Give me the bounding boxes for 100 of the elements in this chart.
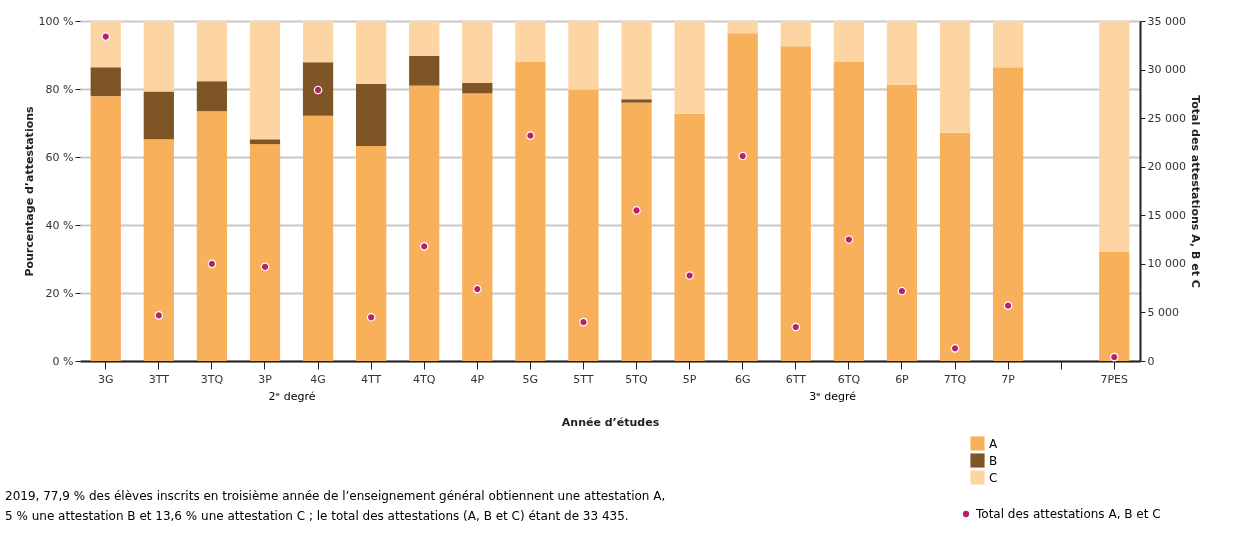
bar	[356, 146, 387, 361]
point	[526, 131, 535, 140]
bar	[356, 83, 387, 147]
legend-label: C	[989, 470, 998, 485]
x-tick-label: 5P	[682, 372, 697, 386]
point	[791, 322, 801, 332]
bar	[621, 99, 652, 103]
bar	[886, 21, 918, 85]
x-tick-label: 7PES	[1100, 372, 1129, 386]
bar	[621, 21, 652, 100]
bar	[409, 85, 440, 361]
x-tick-label: 5G	[522, 372, 539, 386]
point	[844, 235, 854, 244]
x-tick-label: 4G	[310, 372, 326, 386]
point	[366, 312, 376, 322]
bar	[90, 96, 121, 361]
bar	[302, 21, 334, 63]
bar	[939, 21, 971, 133]
x-tick-label: 3G	[97, 372, 114, 386]
bar	[992, 21, 1024, 68]
y2-tick-label: 0	[1147, 354, 1155, 368]
bar	[568, 21, 599, 90]
bar	[833, 61, 864, 361]
bar	[1099, 21, 1130, 252]
x-tick-label: 4P	[470, 372, 485, 386]
x-tick-label: 3P	[258, 372, 273, 386]
bar	[886, 84, 918, 361]
text: 2ᵉ degré	[268, 390, 316, 403]
x-tick-label: 3TQ	[200, 372, 224, 386]
x-tick-label: 3TT	[148, 372, 170, 386]
point	[685, 271, 694, 280]
bar	[780, 21, 811, 47]
y2-tick-label: 15 000	[1147, 208, 1186, 222]
bar	[356, 21, 387, 84]
bar	[90, 67, 121, 97]
legend-label: A	[989, 436, 998, 451]
bar	[621, 102, 652, 361]
bar	[462, 21, 493, 83]
bar	[568, 89, 599, 361]
x-tick-label: 6P	[895, 372, 910, 386]
bar	[143, 139, 174, 361]
point	[632, 206, 641, 215]
point	[313, 85, 323, 95]
bar	[302, 62, 334, 116]
bar	[674, 21, 705, 114]
x-tick-label: 4TQ	[413, 372, 436, 386]
x-axis-title: Année d’études	[561, 415, 660, 429]
y2-tick-label: 30 000	[1147, 63, 1186, 77]
x-tick-label: 5TQ	[625, 372, 649, 386]
point	[154, 311, 164, 320]
x-tick-label: 7P	[1001, 372, 1016, 386]
bar	[674, 113, 705, 361]
bar	[196, 21, 228, 82]
bar	[409, 21, 440, 56]
legend-label: B	[989, 453, 998, 468]
bar	[302, 115, 334, 361]
point	[260, 262, 270, 272]
x-tick-label: 4TT	[361, 372, 382, 386]
y-tick-label: 40 %	[45, 218, 74, 232]
y2-tick-label: 20 000	[1147, 160, 1186, 174]
bar	[90, 21, 121, 68]
bar	[462, 82, 493, 94]
x-tick-label: 7TQ	[943, 372, 967, 386]
y2-tick-label: 5 000	[1147, 305, 1179, 319]
point	[207, 259, 217, 269]
bar	[727, 21, 758, 34]
x-tick-label: 6TQ	[837, 372, 861, 386]
y2-tick-label: 25 000	[1147, 111, 1186, 125]
bar	[462, 93, 493, 361]
bar	[249, 139, 281, 145]
bar	[780, 46, 811, 361]
bar	[196, 111, 228, 361]
legend-label: Total des attestations A, B et C	[975, 507, 1161, 521]
bar	[833, 21, 864, 62]
y-tick-label: 0 %	[52, 354, 74, 368]
bar	[515, 21, 546, 62]
y-tick-label: 60 %	[45, 150, 74, 164]
y-axis-title: Pourcentage d’attestations	[22, 105, 36, 277]
bar	[992, 67, 1024, 361]
point	[101, 32, 111, 41]
bar	[196, 81, 228, 112]
bar	[249, 21, 281, 140]
point	[1109, 352, 1119, 362]
bar	[939, 132, 971, 361]
point	[897, 286, 907, 296]
y-tick-label: 100 %	[38, 14, 74, 28]
y2-tick-label: 10 000	[1147, 257, 1186, 271]
point	[579, 317, 588, 327]
y2-tick-label: 35 000	[1147, 14, 1186, 28]
point	[950, 344, 960, 353]
y2-axis-title: Total des attestations A, B et C	[1188, 95, 1202, 288]
point	[419, 242, 429, 251]
bar	[143, 21, 174, 92]
x-tick-label: 5TT	[573, 372, 594, 386]
x-tick-label: 6G	[734, 372, 751, 386]
text: 5 % une attestation B et 13,6 % une attestation C ; le total des attestations (A, B et C) étant de 33 435.	[5, 509, 629, 523]
bar	[143, 91, 174, 140]
point	[1003, 301, 1013, 310]
x-tick-label: 6TT	[785, 372, 807, 386]
text: 2019, 77,9 % des élèves inscrits en troisième année de l’enseignement général obtiennent une attestation A,	[5, 489, 666, 503]
